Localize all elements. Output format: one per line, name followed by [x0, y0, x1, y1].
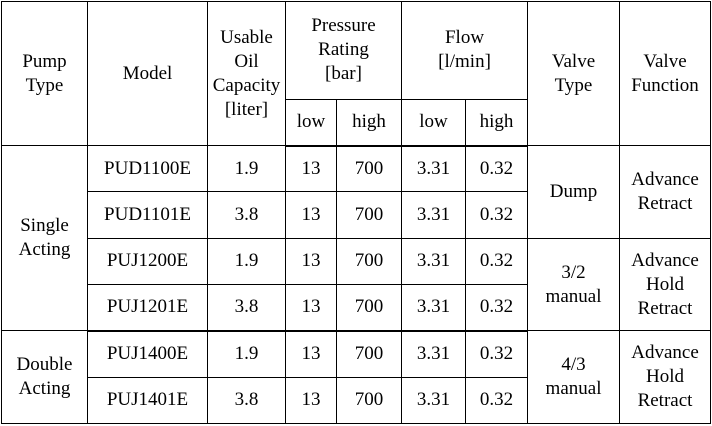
header-pressure-high: high	[335, 98, 403, 147]
header-valve-function: Valve Function	[619, 0, 712, 147]
header-pressure-low: low	[285, 98, 337, 147]
cell-model: PUD1101E	[87, 191, 208, 239]
cell-flow-high: 0.32	[465, 376, 529, 425]
cell-pressure-low: 13	[285, 237, 337, 286]
cell-capacity: 3.8	[207, 376, 286, 425]
cell-pressure-low: 13	[285, 330, 337, 378]
cell-capacity: 1.9	[207, 237, 286, 286]
valve-type-3-2-manual: 3/2 manual	[527, 237, 621, 332]
cell-pressure-low: 13	[285, 283, 337, 332]
table-row: PUJ1200E 1.9 13 700 3.31 0.32 3/2 manual…	[2, 237, 712, 332]
valve-function-dump: Advance Retract	[619, 145, 712, 239]
header-capacity: Usable Oil Capacity [liter]	[207, 0, 286, 147]
table-row: PUJ1401E 3.8 13 700 3.31 0.32	[2, 376, 711, 425]
cell-capacity: 3.8	[207, 191, 286, 239]
valve-type-4-3-manual: 4/3 manual	[527, 330, 621, 424]
header-row-sub: low high low high	[2, 98, 711, 147]
cell-flow-low: 3.31	[401, 330, 467, 378]
header-model: Model	[87, 0, 208, 147]
cell-flow-low: 3.31	[401, 191, 467, 239]
cell-flow-low: 3.31	[401, 376, 467, 425]
cell-pressure-high: 700	[335, 237, 403, 286]
cell-pressure-high: 700	[335, 283, 403, 332]
table-row: PUJ1201E 3.8 13 700 3.31 0.32	[2, 283, 711, 332]
header-valve-type: Valve Type	[527, 0, 621, 147]
cell-capacity: 1.9	[207, 330, 286, 378]
pump-type-single-acting: Single Acting	[1, 145, 88, 332]
header-flow-high: high	[465, 98, 529, 147]
cell-pressure-high: 700	[335, 330, 403, 378]
cell-model: PUJ1200E	[87, 237, 208, 286]
cell-pressure-low: 13	[285, 191, 337, 239]
valve-type-dump: Dump	[527, 145, 621, 239]
cell-pressure-high: 700	[335, 376, 403, 425]
cell-flow-high: 0.32	[465, 283, 529, 332]
header-flow: Flow [l/min]	[401, 1, 529, 100]
cell-flow-low: 3.31	[401, 283, 467, 332]
cell-model: PUJ1401E	[87, 376, 208, 425]
cell-capacity: 1.9	[207, 145, 286, 193]
header-row-top: Pump Type Model Usable Oil Capacity [lit…	[1, 0, 712, 147]
cell-model: PUJ1201E	[87, 283, 208, 332]
cell-pressure-low: 13	[285, 145, 337, 193]
cell-pressure-low: 13	[285, 376, 337, 425]
cell-pressure-high: 700	[335, 145, 403, 193]
header-flow-low: low	[401, 98, 467, 147]
pump-type-double-acting: Double Acting	[1, 330, 88, 424]
table-row: Double Acting PUJ1400E 1.9 13 700 3.31 0…	[1, 330, 712, 424]
cell-flow-high: 0.32	[465, 237, 529, 286]
cell-pressure-high: 700	[335, 191, 403, 239]
cell-flow-low: 3.31	[401, 237, 467, 286]
cell-flow-high: 0.32	[465, 330, 529, 378]
table-row: Single Acting PUD1100E 1.9 13 700 3.31 0…	[1, 145, 712, 332]
table-row: PUD1101E 3.8 13 700 3.31 0.32	[2, 191, 711, 239]
header-pressure-rating: Pressure Rating [bar]	[284, 1, 403, 100]
valve-function-3-2-manual: Advance Hold Retract	[619, 237, 712, 332]
cell-flow-high: 0.32	[465, 191, 529, 239]
cell-capacity: 3.8	[207, 283, 286, 332]
cell-flow-low: 3.31	[401, 145, 467, 193]
cell-model: PUD1100E	[87, 145, 208, 193]
cell-model: PUJ1400E	[87, 330, 208, 378]
header-pump-type: Pump Type	[1, 0, 88, 147]
cell-flow-high: 0.32	[465, 145, 529, 193]
valve-function-4-3-manual: Advance Hold Retract	[619, 330, 712, 424]
